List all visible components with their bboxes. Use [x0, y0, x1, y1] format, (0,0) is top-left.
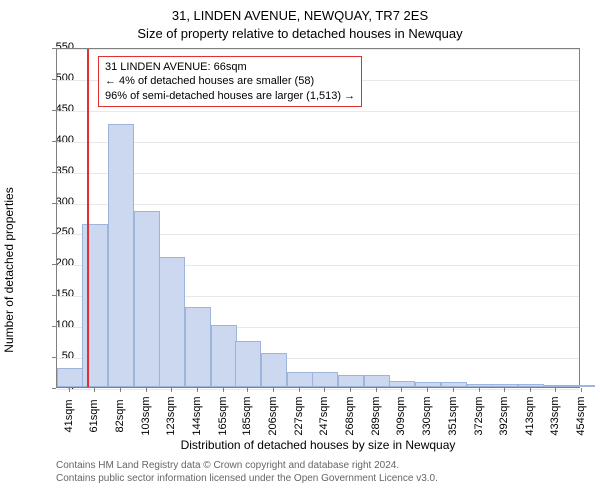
x-tick-mark — [401, 388, 402, 392]
x-tick-label: 330sqm — [421, 386, 433, 446]
x-tick-label: 372sqm — [473, 386, 485, 446]
x-tick-label: 309sqm — [395, 386, 407, 446]
x-tick-label: 144sqm — [191, 386, 203, 446]
x-tick-mark — [69, 388, 70, 392]
histogram-bar — [134, 211, 160, 387]
histogram-bar — [108, 124, 134, 387]
histogram-bar — [235, 341, 261, 387]
histogram-bar — [261, 353, 287, 387]
x-tick-label: 103sqm — [140, 386, 152, 446]
x-tick-mark — [350, 388, 351, 392]
annotation-line1: 31 LINDEN AVENUE: 66sqm — [105, 60, 355, 74]
footer: Contains HM Land Registry data © Crown c… — [56, 460, 580, 485]
histogram-bar — [57, 368, 83, 387]
x-tick-mark — [479, 388, 480, 392]
x-tick-mark — [427, 388, 428, 392]
x-tick-label: 413sqm — [524, 386, 536, 446]
histogram-bar — [82, 224, 108, 387]
x-tick-label: 351sqm — [447, 386, 459, 446]
page-title-line2: Size of property relative to detached ho… — [0, 26, 600, 41]
x-tick-mark — [223, 388, 224, 392]
x-tick-mark — [324, 388, 325, 392]
x-tick-label: 41sqm — [63, 386, 75, 446]
x-tick-mark — [146, 388, 147, 392]
x-tick-label: 123sqm — [165, 386, 177, 446]
y-axis-label: Number of detached properties — [2, 115, 16, 425]
marker-line — [87, 49, 89, 387]
marker-annotation: 31 LINDEN AVENUE: 66sqm ← 4% of detached… — [98, 56, 362, 107]
x-tick-mark — [273, 388, 274, 392]
x-tick-mark — [171, 388, 172, 392]
x-tick-label: 247sqm — [318, 386, 330, 446]
x-tick-mark — [530, 388, 531, 392]
annotation-line2: ← 4% of detached houses are smaller (58) — [105, 74, 355, 88]
histogram-bar — [159, 257, 185, 387]
x-tick-mark — [299, 388, 300, 392]
x-tick-label: 454sqm — [575, 386, 587, 446]
x-tick-label: 165sqm — [217, 386, 229, 446]
x-tick-label: 433sqm — [549, 386, 561, 446]
y-gridline — [57, 204, 579, 205]
histogram-bar — [211, 325, 237, 387]
x-tick-label: 392sqm — [498, 386, 510, 446]
histogram-bar — [287, 372, 313, 387]
chart-root: 31, LINDEN AVENUE, NEWQUAY, TR7 2ES Size… — [0, 0, 600, 500]
x-tick-label: 206sqm — [267, 386, 279, 446]
histogram-bar — [312, 372, 338, 387]
y-gridline — [57, 142, 579, 143]
x-tick-mark — [581, 388, 582, 392]
x-tick-label: 185sqm — [241, 386, 253, 446]
y-gridline — [57, 49, 579, 50]
x-tick-mark — [120, 388, 121, 392]
y-tick-mark — [52, 388, 56, 389]
x-tick-label: 61sqm — [88, 386, 100, 446]
annotation-line3: 96% of semi-detached houses are larger (… — [105, 89, 355, 103]
x-tick-mark — [94, 388, 95, 392]
x-tick-mark — [197, 388, 198, 392]
page-title-line1: 31, LINDEN AVENUE, NEWQUAY, TR7 2ES — [0, 8, 600, 23]
x-tick-label: 227sqm — [293, 386, 305, 446]
x-tick-mark — [504, 388, 505, 392]
x-tick-mark — [247, 388, 248, 392]
y-gridline — [57, 111, 579, 112]
x-axis-label: Distribution of detached houses by size … — [56, 438, 580, 452]
y-gridline — [57, 173, 579, 174]
histogram-bar — [185, 307, 211, 387]
x-tick-label: 82sqm — [114, 386, 126, 446]
footer-line1: Contains HM Land Registry data © Crown c… — [56, 460, 580, 473]
x-tick-mark — [555, 388, 556, 392]
footer-line2: Contains public sector information licen… — [56, 473, 580, 486]
x-tick-mark — [376, 388, 377, 392]
x-tick-label: 289sqm — [370, 386, 382, 446]
x-tick-label: 268sqm — [344, 386, 356, 446]
x-tick-mark — [453, 388, 454, 392]
